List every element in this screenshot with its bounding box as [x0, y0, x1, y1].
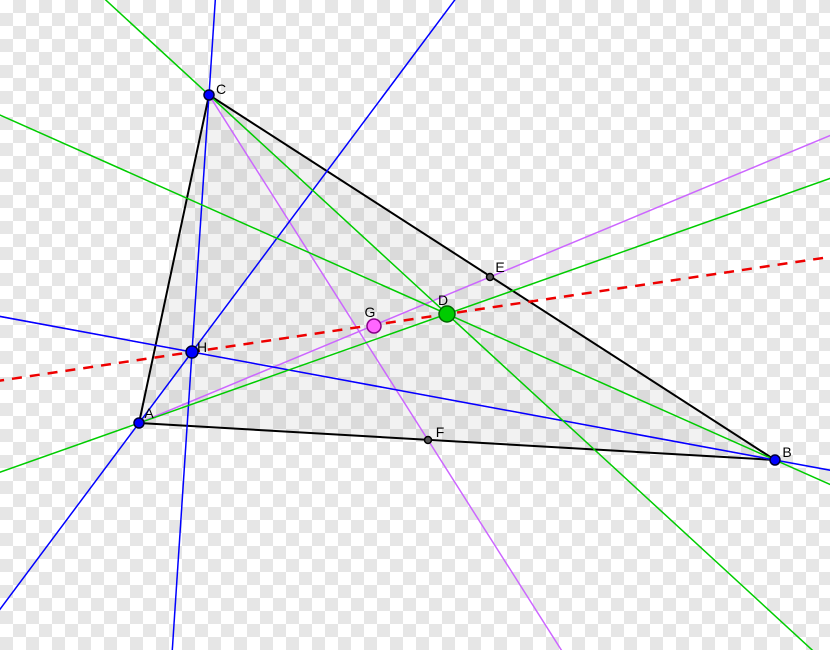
point-B[interactable]: [770, 455, 780, 465]
label-D: D: [438, 292, 448, 308]
point-A[interactable]: [134, 418, 144, 428]
label-G: G: [365, 304, 376, 320]
label-A: A: [144, 405, 153, 421]
lines-layer: [0, 0, 830, 650]
point-C[interactable]: [204, 90, 214, 100]
geometry-canvas: [0, 0, 830, 650]
point-F[interactable]: [425, 437, 432, 444]
point-G[interactable]: [367, 319, 381, 333]
point-D[interactable]: [439, 306, 455, 322]
label-B: B: [782, 444, 791, 460]
point-E[interactable]: [487, 274, 494, 281]
label-H: H: [197, 339, 207, 355]
triangle-fill: [139, 95, 775, 460]
label-F: F: [436, 424, 445, 440]
label-C: C: [216, 81, 226, 97]
label-E: E: [495, 259, 504, 275]
